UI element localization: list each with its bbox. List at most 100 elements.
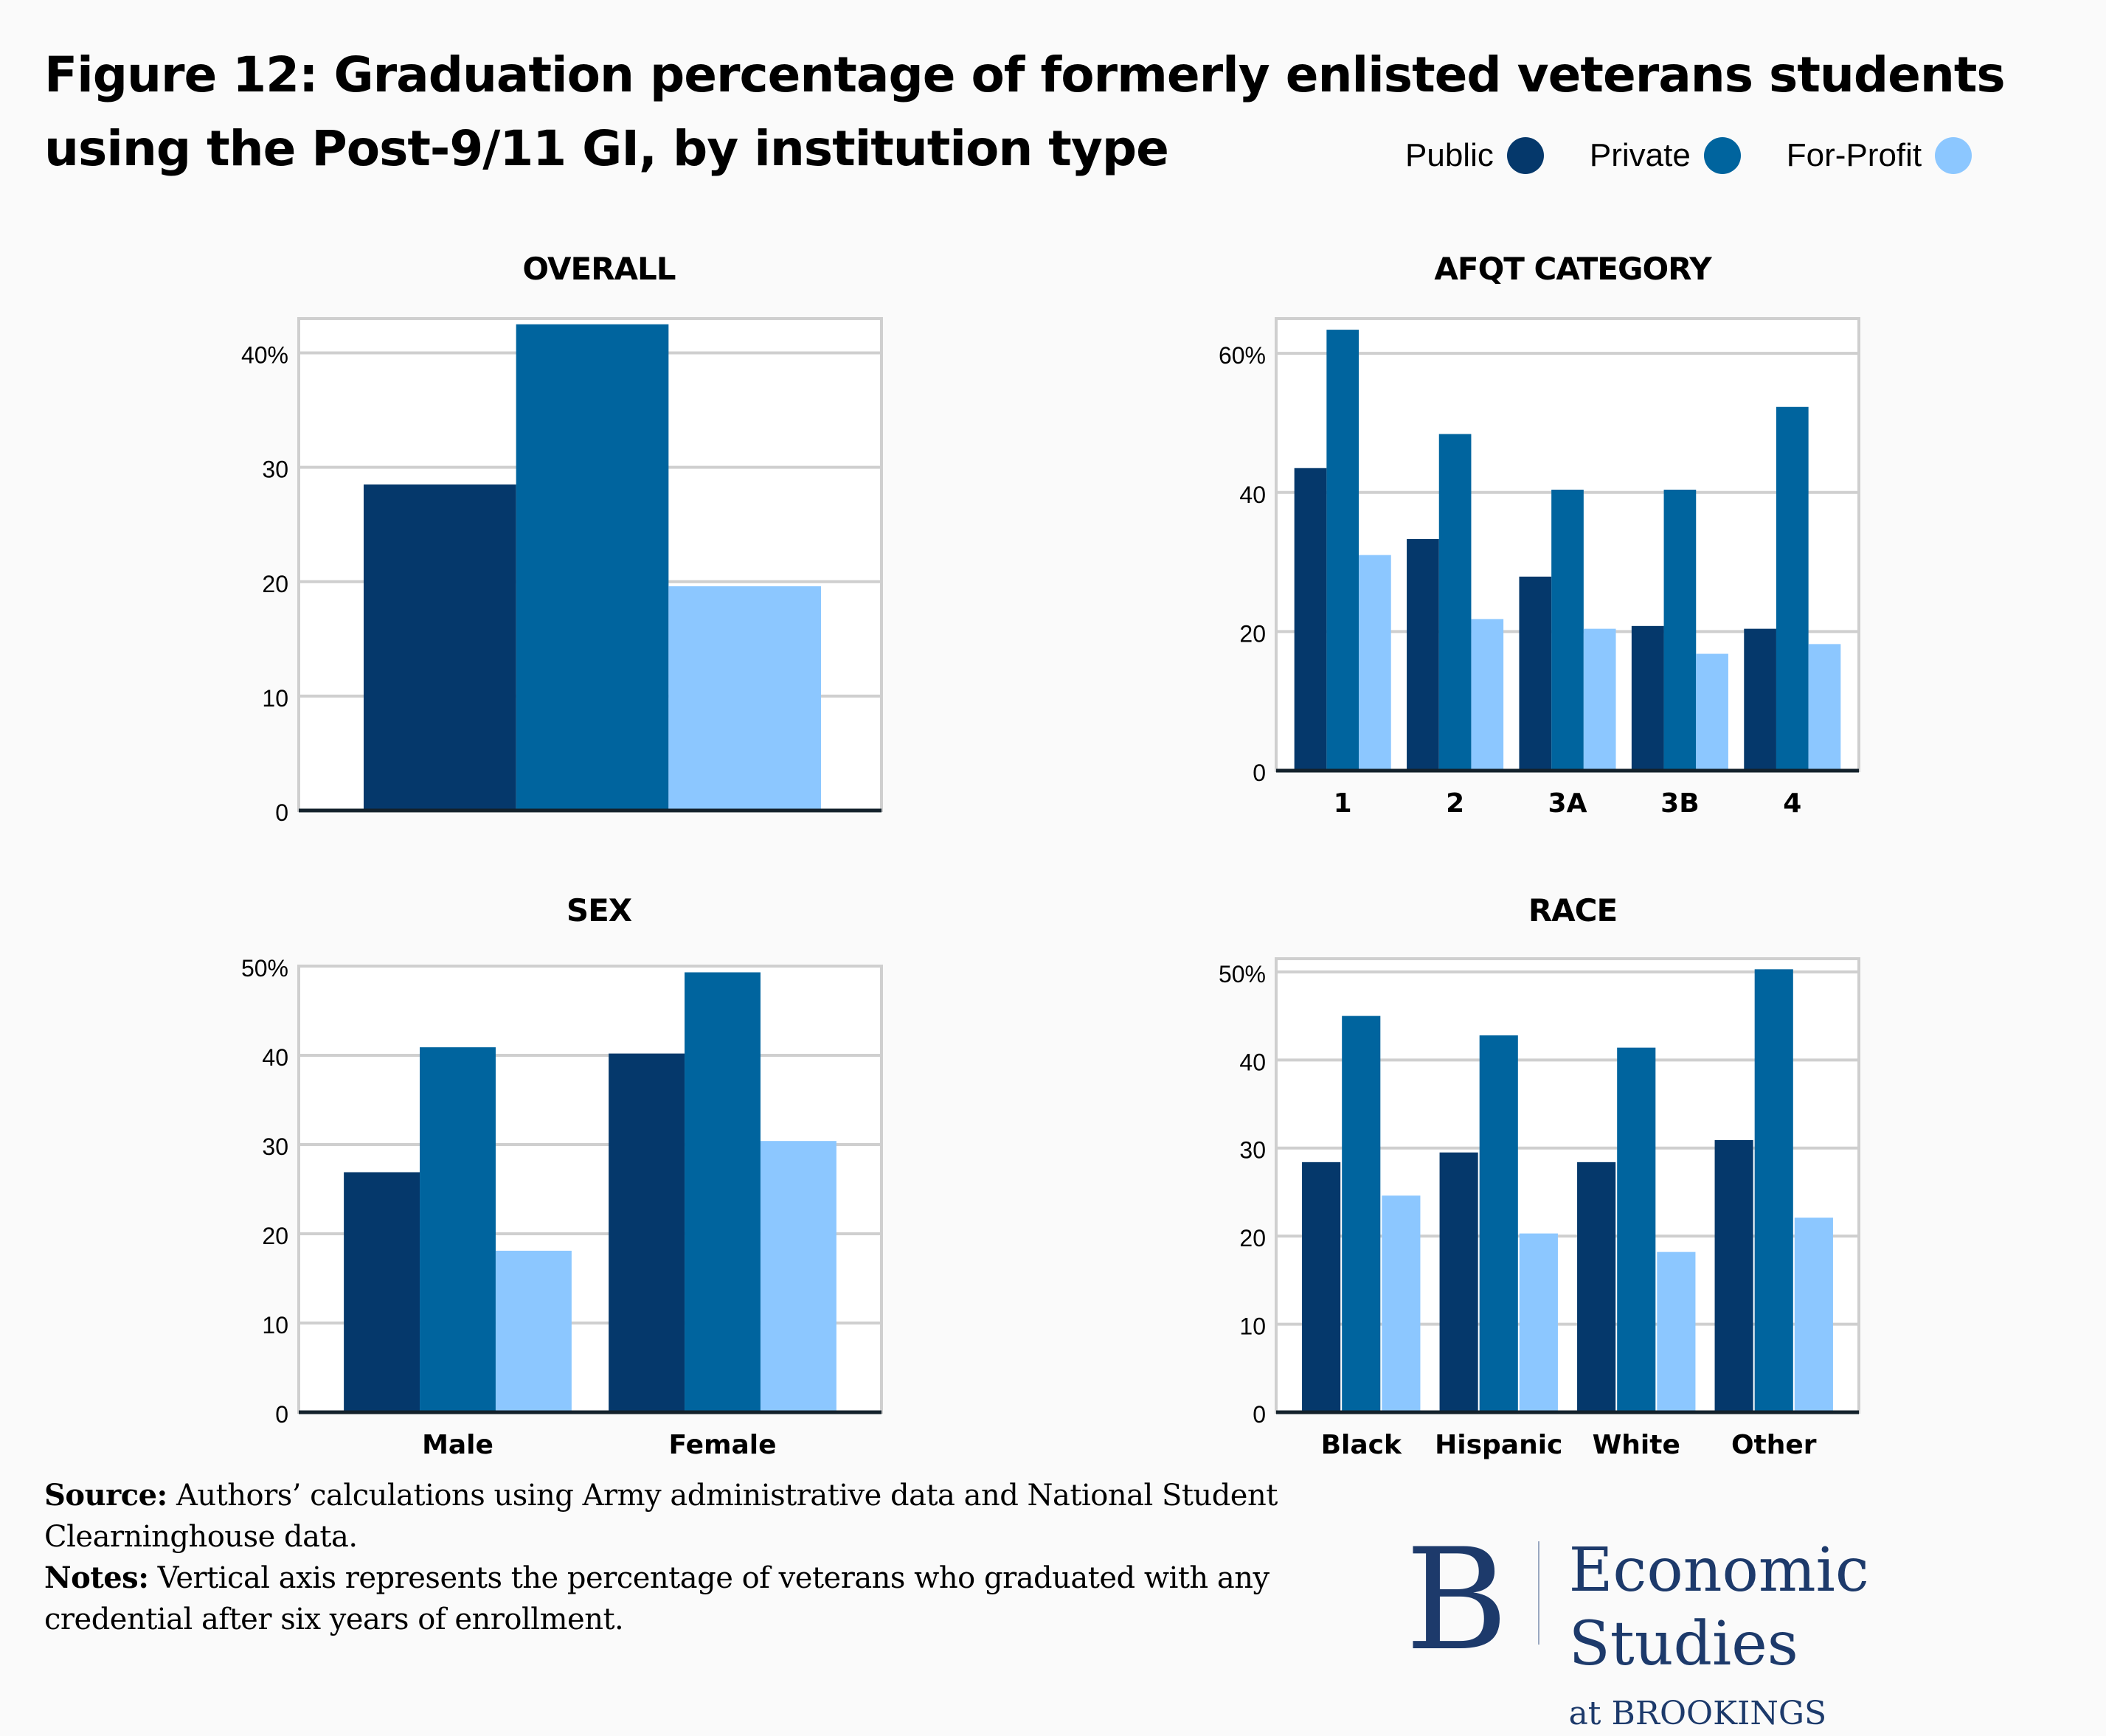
bar-for-profit-black	[1382, 1195, 1421, 1412]
bar-public-other	[1714, 1140, 1753, 1412]
legend-item-private: Private	[1590, 137, 1741, 174]
bar-public-4	[1744, 628, 1776, 771]
bar-private-black	[1342, 1015, 1381, 1412]
bar-private-3b	[1663, 489, 1697, 771]
x-tick-label: Male	[422, 1430, 493, 1460]
x-tick-label: White	[1593, 1430, 1680, 1460]
chart-overall: 0 10 20 30 40%	[241, 317, 883, 826]
chart-race: 0 10 20 30 40 50% Black Hispanic White Other	[1219, 957, 1860, 1460]
x-tick-label: Black	[1321, 1430, 1402, 1460]
bar-for-profit-3a	[1583, 628, 1616, 771]
bar-private-hispanic	[1479, 1035, 1518, 1412]
y-tick-label: 10	[262, 1312, 288, 1339]
legend-label: For-Profit	[1786, 137, 1922, 173]
bar-for-profit-white	[1657, 1251, 1696, 1412]
x-tick-label: 2	[1446, 788, 1464, 819]
chart-sex: 0 10 20 30 40 50% Male Female	[241, 955, 883, 1460]
bar-for-profit-other	[1794, 1218, 1833, 1412]
x-tick-label: Other	[1731, 1430, 1817, 1460]
bar-for-profit-male	[495, 1250, 572, 1412]
footer-notes: Source: Authors’ calculations using Army…	[44, 1475, 1343, 1640]
bar-private-2	[1438, 434, 1472, 771]
y-tick-label: 30	[262, 456, 288, 483]
y-tick-label: 40	[1239, 482, 1266, 508]
x-tick-label: Female	[668, 1430, 776, 1460]
bar-for-profit-2	[1471, 619, 1504, 771]
source-label: Source:	[44, 1478, 167, 1513]
y-tick-label: 20	[1239, 1225, 1266, 1251]
legend-label: Public	[1405, 137, 1494, 173]
bar-for-profit-overall	[668, 586, 821, 810]
bar-private-1	[1326, 330, 1359, 771]
bar-private-other	[1754, 969, 1793, 1412]
panel-title-sex: SEX	[566, 892, 632, 928]
bar-public-3b	[1631, 625, 1664, 771]
x-tick-label: 4	[1783, 788, 1801, 819]
brand-line2: at BROOKINGS	[1568, 1695, 1827, 1732]
bar-private-4	[1776, 406, 1809, 771]
notes-note: Notes: Vertical axis represents the perc…	[44, 1558, 1343, 1640]
legend-label: Private	[1589, 137, 1691, 173]
legend: Public Private For-Profit	[1405, 137, 2017, 174]
y-tick-label: 40	[1239, 1049, 1266, 1075]
bar-private-3a	[1551, 489, 1584, 771]
y-tick-label: 10	[1239, 1313, 1266, 1340]
y-tick-label: 10	[262, 685, 288, 712]
notes-label: Notes:	[44, 1560, 149, 1595]
bar-for-profit-4	[1808, 644, 1841, 771]
y-tick-label: 30	[262, 1133, 288, 1160]
bar-for-profit-3b	[1696, 653, 1728, 771]
x-tick-label: 1	[1334, 788, 1352, 819]
x-tick-label: Hispanic	[1435, 1430, 1562, 1460]
bar-public-hispanic	[1439, 1152, 1478, 1412]
y-tick-label: 50%	[1219, 961, 1266, 987]
bar-public-overall	[364, 484, 516, 810]
legend-swatch-public	[1506, 137, 1544, 174]
legend-item-public: Public	[1405, 137, 1544, 174]
notes-text: Vertical axis represents the percentage …	[44, 1561, 1270, 1636]
bar-private-female	[685, 972, 761, 1412]
y-tick-label: 60%	[1219, 342, 1266, 369]
y-tick-label: 50%	[241, 955, 288, 982]
bar-for-profit-hispanic	[1519, 1233, 1558, 1412]
chart-afqt-category: 0 20 40 60% 1 2 3A 3B 4	[1219, 317, 1860, 819]
bar-public-white	[1577, 1162, 1616, 1412]
panel-title-afqt: AFQT CATEGORY	[1434, 251, 1711, 287]
y-tick-label: 0	[275, 1401, 288, 1428]
x-tick-label: 3B	[1660, 788, 1700, 819]
bar-public-male	[344, 1172, 420, 1412]
bar-public-2	[1407, 538, 1439, 771]
y-tick-label: 0	[275, 799, 288, 826]
brand-divider	[1537, 1541, 1539, 1645]
y-tick-label: 20	[1239, 620, 1266, 647]
y-tick-label: 0	[1253, 760, 1266, 786]
brand-text: Economic Studies at BROOKINGS	[1569, 1534, 2106, 1736]
bar-public-3a	[1519, 576, 1552, 771]
source-text: Authors’ calculations using Army adminis…	[44, 1479, 1278, 1554]
bar-for-profit-1	[1359, 555, 1391, 771]
panel-title-race: RACE	[1528, 892, 1618, 928]
brand-line1: Economic Studies	[1568, 1535, 1869, 1679]
y-tick-label: 30	[1239, 1137, 1266, 1164]
bar-private-male	[420, 1047, 496, 1412]
bar-public-1	[1294, 468, 1327, 771]
y-tick-label: 20	[262, 1223, 288, 1249]
source-note: Source: Authors’ calculations using Army…	[44, 1475, 1343, 1558]
figure-title: Figure 12: Graduation percentage of form…	[44, 46, 2006, 177]
bar-public-black	[1302, 1162, 1341, 1412]
brookings-logo: B Economic Studies at BROOKINGS	[1405, 1530, 2106, 1736]
y-tick-label: 40%	[241, 342, 288, 369]
bar-public-female	[609, 1053, 685, 1412]
legend-item-for-profit: For-Profit	[1787, 137, 1972, 174]
y-tick-label: 40	[262, 1044, 288, 1071]
bar-private-white	[1617, 1047, 1656, 1412]
bar-for-profit-female	[760, 1141, 836, 1412]
bar-private-overall	[516, 324, 669, 810]
y-tick-label: 0	[1253, 1401, 1266, 1428]
x-tick-label: 3A	[1548, 788, 1587, 819]
y-tick-label: 20	[262, 571, 288, 597]
legend-swatch-private	[1703, 137, 1741, 174]
legend-swatch-for-profit	[1935, 137, 1972, 174]
brand-letter: B	[1405, 1518, 1509, 1681]
panel-title-overall: OVERALL	[522, 251, 676, 287]
